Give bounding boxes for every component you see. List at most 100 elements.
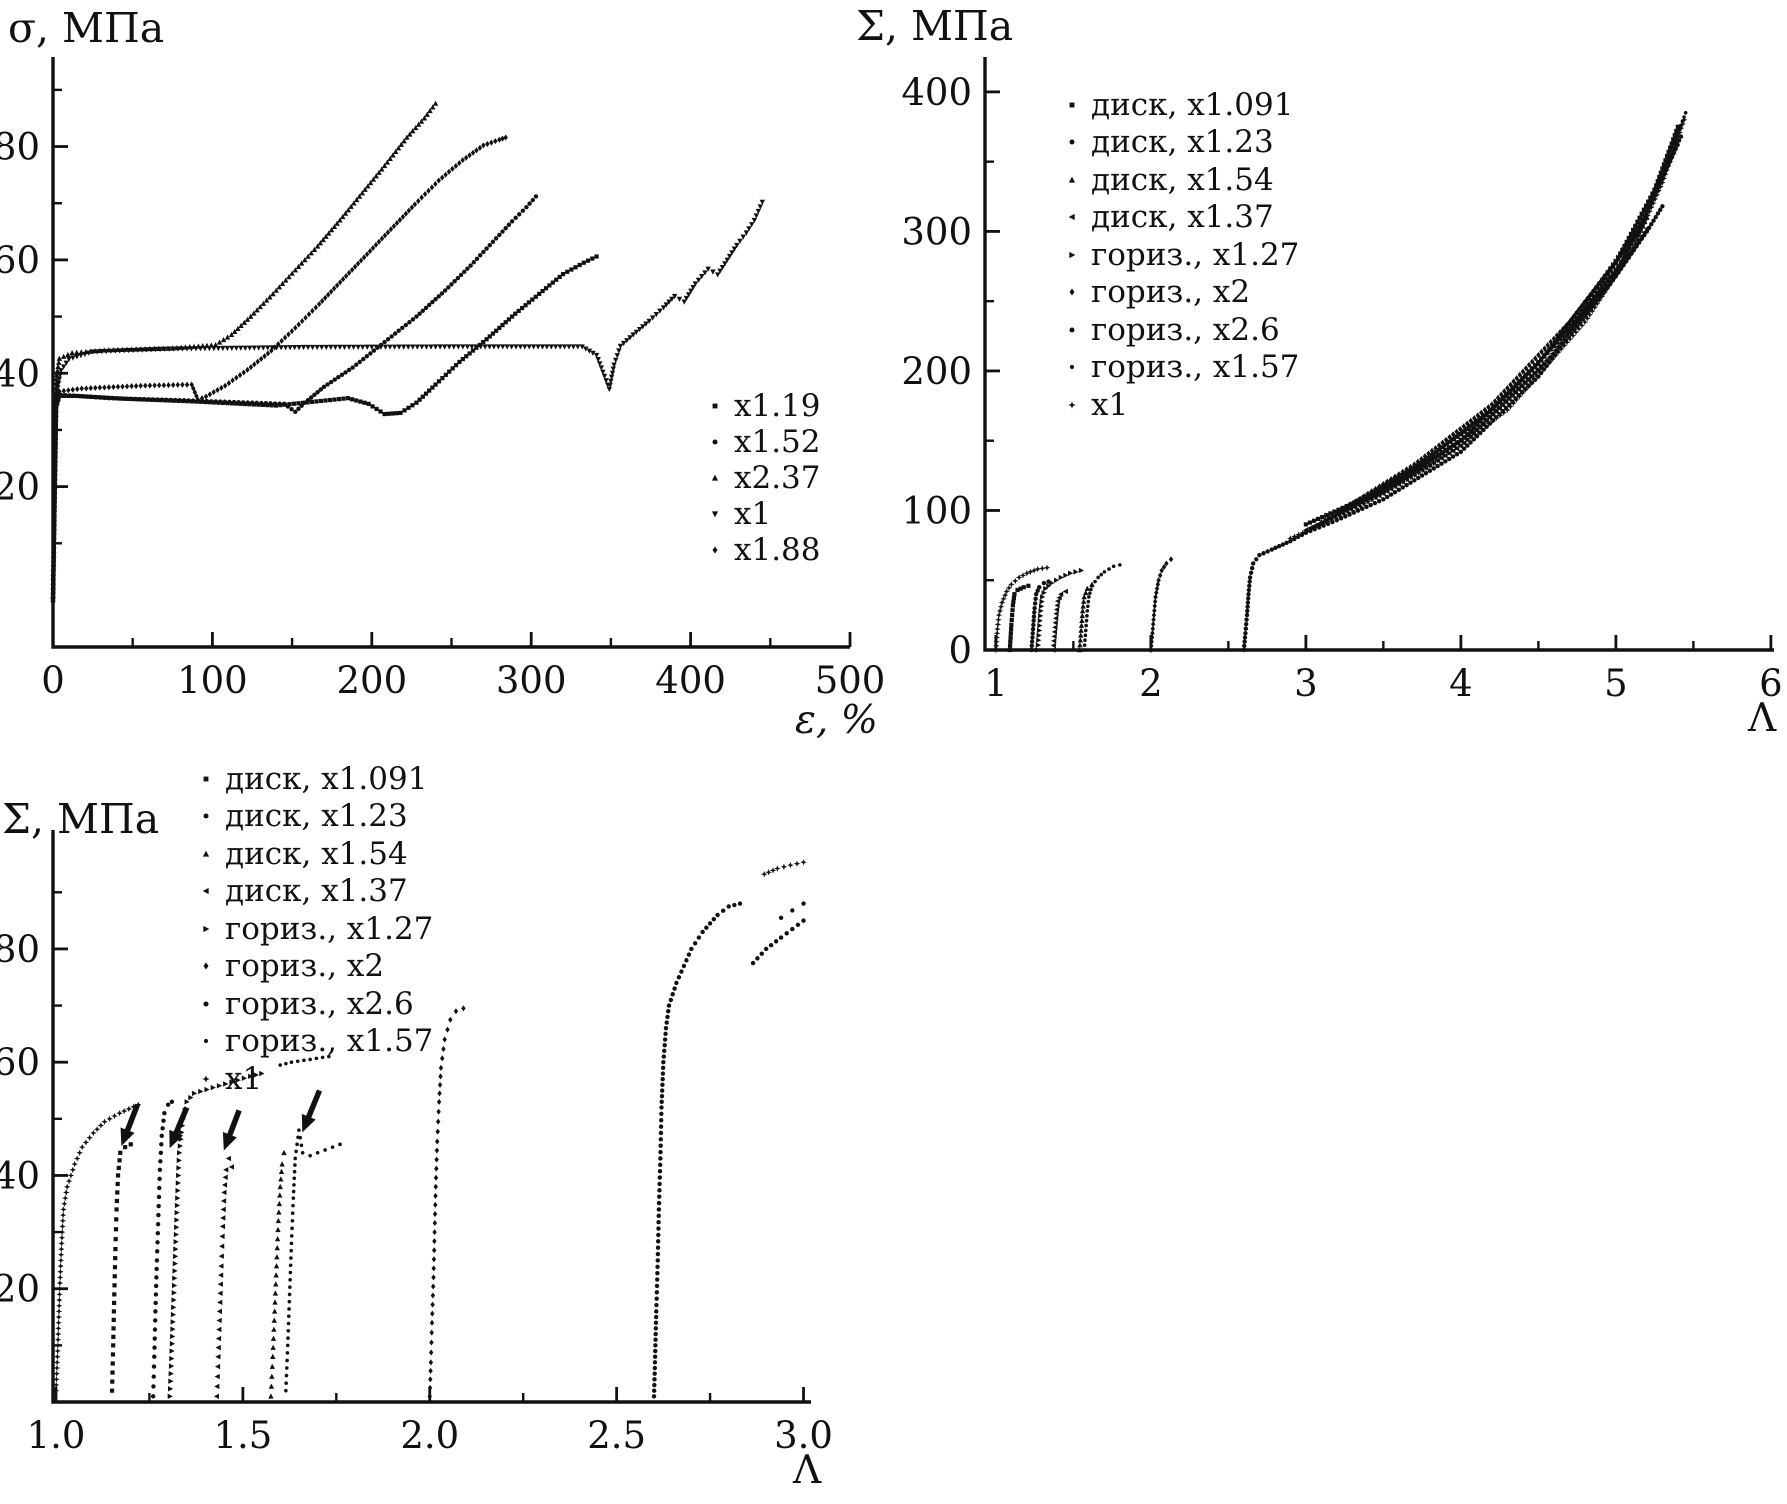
series: [213, 1155, 234, 1400]
legend-item: x1: [705, 496, 821, 532]
svg-text:60: 60: [0, 239, 40, 282]
svg-text:2.0: 2.0: [400, 1414, 459, 1457]
chart1-legend: x1.19 x1.52 x2.37 x1 x1.88: [705, 388, 821, 568]
circle-icon: [1069, 139, 1075, 145]
svg-text:1: 1: [984, 662, 1008, 705]
series: [52, 859, 807, 1394]
legend-item: гориз., x2.6: [196, 985, 433, 1023]
legend-item-label: диск, x1.23: [1091, 124, 1274, 161]
legend-item: диск, x1.54: [196, 835, 433, 873]
chart-1-plot: 0 100 200 300 400 500 20 40 60 80: [0, 57, 885, 702]
series: [50, 194, 539, 603]
legend-item: гориз., x1.57: [1062, 349, 1299, 387]
legend-item-label: x1: [225, 1060, 263, 1097]
legend-item-label: x1: [734, 496, 772, 532]
series: [50, 254, 599, 603]
svg-text:0: 0: [948, 629, 972, 672]
chart3-xaxis-label: Λ: [793, 1448, 822, 1493]
legend-item: x1: [196, 1060, 433, 1098]
legend-item: диск, x1.37: [1062, 199, 1299, 237]
circle-icon: [203, 813, 209, 819]
dot-icon: [203, 1039, 209, 1044]
legend-item: диск, x1.091: [196, 760, 433, 798]
legend-item: x1: [1062, 386, 1299, 424]
legend-item: гориз., x1.27: [196, 910, 433, 948]
svg-text:1.0: 1.0: [27, 1414, 86, 1457]
legend-item-label: диск, x1.54: [1091, 161, 1274, 198]
legend-item-label: диск, x1.091: [225, 760, 428, 797]
legend-item: x2.37: [705, 460, 821, 496]
svg-text:100: 100: [177, 659, 248, 702]
tri-up-icon: [1068, 176, 1076, 183]
chart1-title: σ, МПа: [8, 4, 165, 52]
svg-text:80: 80: [0, 928, 40, 971]
legend-item: x1.52: [705, 424, 821, 460]
annotation-arrow: [301, 1089, 323, 1133]
svg-text:300: 300: [496, 659, 567, 702]
legend-item-label: гориз., x1.27: [1091, 236, 1300, 273]
svg-text:400: 400: [901, 71, 972, 114]
legend-item: диск, x1.54: [1062, 161, 1299, 199]
star-icon: [202, 1075, 210, 1083]
chart-2-plot: 1 2 3 4 5 6 0 100 200 300 400: [901, 57, 1783, 705]
legend-item-label: x1.88: [734, 532, 821, 568]
legend-item: x1.88: [705, 532, 821, 568]
legend-item-label: диск, x1.54: [225, 835, 408, 872]
svg-text:200: 200: [336, 659, 407, 702]
circle-icon: [203, 1001, 209, 1007]
legend-item-label: диск, x1.37: [1091, 199, 1274, 236]
circle-icon: [712, 439, 718, 445]
series: [1082, 111, 1688, 652]
legend-item-label: гориз., x2: [1091, 274, 1251, 311]
svg-text:500: 500: [815, 659, 886, 702]
svg-text:20: 20: [0, 1268, 40, 1311]
legend-item-label: гориз., x1.57: [225, 1023, 434, 1060]
legend-item-label: гориз., x2: [225, 948, 385, 985]
tri-down-icon: [711, 511, 719, 518]
svg-text:100: 100: [901, 489, 972, 532]
square-icon: [203, 776, 209, 782]
legend-item: диск, x1.091: [1062, 86, 1299, 124]
series: [167, 1070, 265, 1400]
square-icon: [712, 403, 718, 409]
star-icon: [1068, 401, 1076, 409]
legend-item: гориз., x2: [196, 948, 433, 986]
chart3-legend: диск, x1.091 диск, x1.23 диск, x1.54 диск, …: [196, 760, 433, 1098]
chart2-title: Σ, МПа: [856, 2, 1014, 50]
square-icon: [1069, 102, 1075, 108]
dot-icon: [1069, 365, 1075, 370]
tri-right-icon: [1069, 251, 1076, 258]
svg-text:1.5: 1.5: [213, 1414, 272, 1457]
tri-up-icon: [202, 850, 210, 857]
legend-item-label: x2.37: [734, 460, 821, 496]
series: [278, 1054, 342, 1393]
svg-text:80: 80: [0, 126, 40, 169]
series: [427, 1005, 466, 1400]
series: [50, 100, 439, 603]
svg-text:40: 40: [0, 352, 40, 395]
legend-item: x1.19: [705, 388, 821, 424]
chart1-xaxis-label: ε, %: [795, 698, 878, 743]
diamond-icon: [712, 546, 718, 554]
legend-item: гориз., x1.27: [1062, 236, 1299, 274]
svg-text:5: 5: [1604, 662, 1628, 705]
series: [150, 901, 806, 1399]
series: [109, 1142, 133, 1393]
legend-item: гориз., x2.6: [1062, 311, 1299, 349]
svg-text:200: 200: [901, 350, 972, 393]
legend-item-label: x1.52: [734, 424, 821, 460]
annotation-arrow: [222, 1109, 242, 1151]
legend-item-label: гориз., x1.27: [225, 910, 434, 947]
svg-text:0: 0: [41, 659, 65, 702]
chart-3-plot: 1.0 1.5 2.0 2.5 3.0 20 40 60 80: [0, 830, 833, 1457]
annotation-arrow: [169, 1106, 190, 1149]
legend-item-label: диск, x1.091: [1091, 86, 1294, 123]
chart2-xaxis-label: Λ: [1748, 696, 1777, 741]
svg-text:400: 400: [655, 659, 726, 702]
annotation-arrow: [120, 1103, 141, 1147]
tri-right-icon: [203, 925, 210, 932]
series: [651, 901, 806, 1399]
legend-item: диск, x1.37: [196, 873, 433, 911]
